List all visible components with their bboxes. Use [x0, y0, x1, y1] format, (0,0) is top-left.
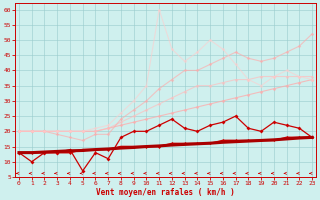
X-axis label: Vent moyen/en rafales ( km/h ): Vent moyen/en rafales ( km/h )	[96, 188, 235, 197]
